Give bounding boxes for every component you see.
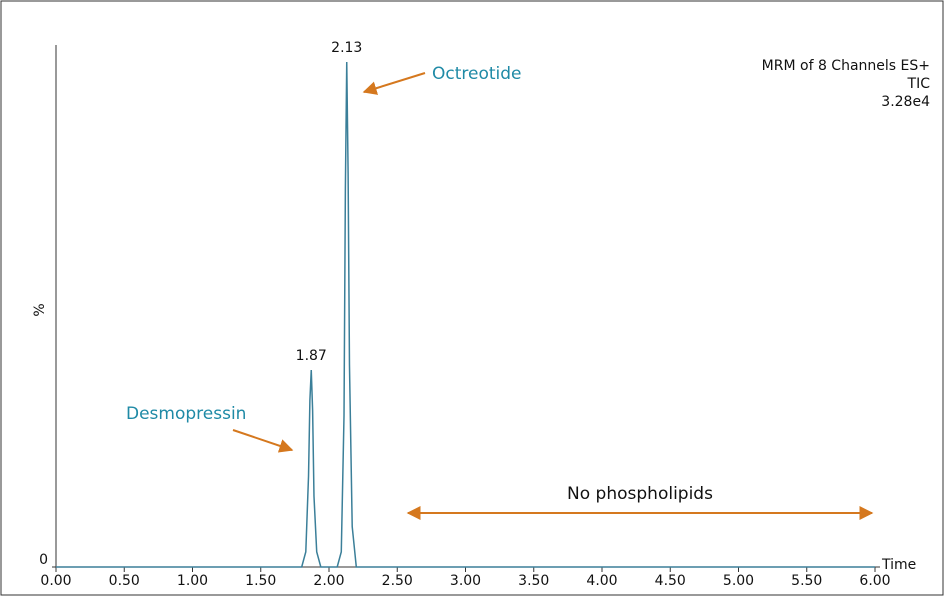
x-tick-label: 4.00 [586, 573, 617, 589]
x-tick-label: 4.50 [655, 573, 686, 589]
header-line: TIC [907, 76, 931, 92]
peak-label: 2.13 [331, 40, 362, 56]
x-tick-label: 1.50 [245, 573, 276, 589]
header-line: MRM of 8 Channels ES+ [762, 58, 930, 74]
annotation: No phospholipids [567, 484, 713, 504]
x-tick-label: 5.50 [791, 573, 822, 589]
x-tick-label: 0.00 [40, 573, 71, 589]
y-tick-label: 0 [39, 552, 48, 568]
x-tick-label: 3.50 [518, 573, 549, 589]
x-tick-label: 2.50 [382, 573, 413, 589]
x-tick-label: 0.50 [109, 573, 140, 589]
trace [56, 61, 875, 568]
header-line: 3.28e4 [881, 94, 930, 110]
y-axis-label: % [32, 303, 48, 316]
peak-label: 1.87 [296, 348, 327, 364]
arrow [362, 72, 426, 95]
x-tick-label: 2.00 [313, 573, 344, 589]
annotation: Desmopressin [126, 404, 246, 424]
annotation: Octreotide [432, 64, 522, 84]
x-axis-label: Time [881, 557, 916, 573]
x-tick-label: 1.00 [177, 573, 208, 589]
x-tick-label: 5.00 [723, 573, 754, 589]
x-tick-label: 6.00 [859, 573, 890, 589]
x-tick-label: 3.00 [450, 573, 481, 589]
arrow [232, 429, 294, 453]
